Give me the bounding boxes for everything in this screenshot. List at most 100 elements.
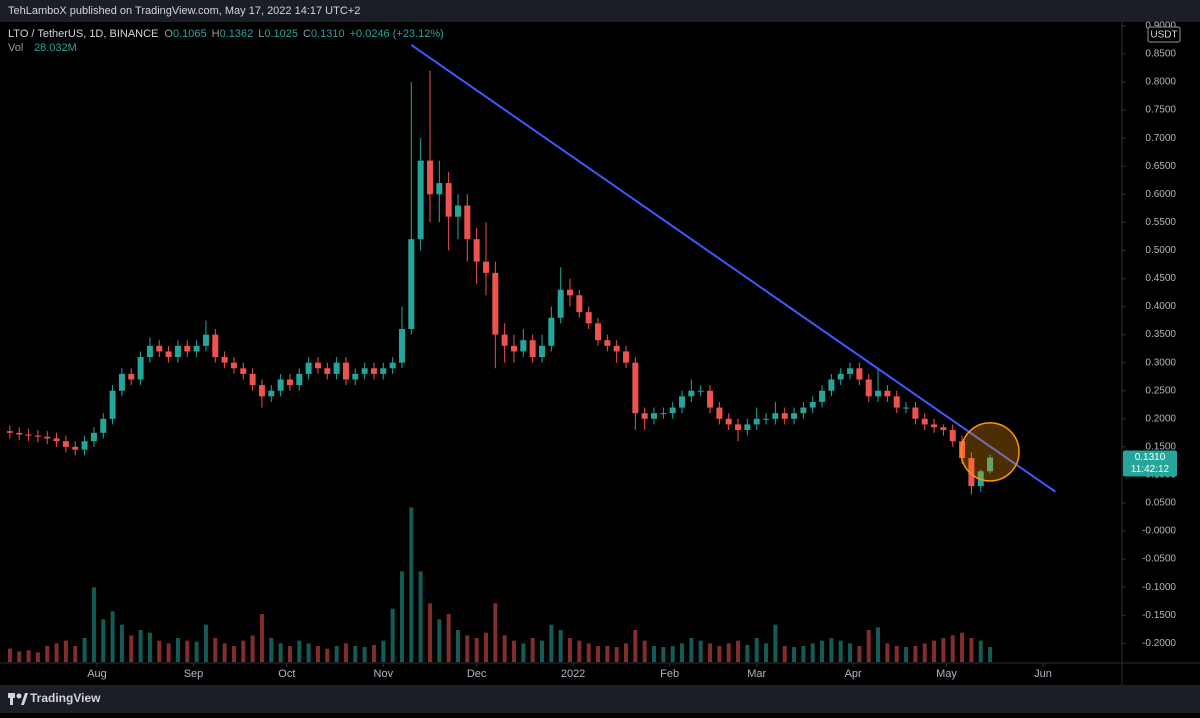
candle-body bbox=[931, 424, 938, 428]
volume-bar bbox=[810, 643, 815, 662]
volume-bar bbox=[586, 643, 591, 662]
candle-body bbox=[62, 441, 69, 447]
candle-body bbox=[613, 345, 620, 352]
y-tick-label: 0.4500 bbox=[1145, 273, 1176, 284]
candle-body bbox=[520, 340, 527, 352]
candle-body bbox=[286, 379, 293, 386]
volume-bar bbox=[119, 624, 124, 662]
price-tag bbox=[1123, 450, 1177, 477]
candle-body bbox=[230, 362, 237, 369]
y-tick-label: 0.2000 bbox=[1145, 413, 1176, 424]
candle-body bbox=[408, 239, 415, 329]
volume-bar bbox=[736, 640, 741, 662]
volume-bar bbox=[568, 638, 572, 662]
price-tag-countdown: 11:42:12 bbox=[1131, 464, 1170, 475]
volume-bar bbox=[129, 635, 134, 662]
ohlc-key: O bbox=[164, 28, 173, 40]
logo-part bbox=[21, 693, 28, 705]
volume-bar bbox=[213, 638, 218, 662]
volume-bar bbox=[138, 630, 143, 662]
volume-bar bbox=[91, 587, 96, 662]
volume-bar bbox=[764, 643, 769, 662]
candle-body bbox=[100, 418, 107, 433]
volume-bar bbox=[502, 635, 507, 662]
volume-bar bbox=[399, 571, 404, 662]
candle-body bbox=[324, 368, 331, 374]
volume-bar bbox=[455, 630, 460, 662]
candle-body bbox=[557, 289, 564, 318]
candle-body bbox=[361, 368, 368, 374]
candle-body bbox=[221, 357, 228, 363]
candle-body bbox=[753, 418, 760, 425]
y-tick-label: 0.6500 bbox=[1145, 161, 1176, 172]
y-tick-label: 0.1500 bbox=[1145, 441, 1176, 452]
candle-body bbox=[492, 272, 499, 335]
candle-body bbox=[249, 373, 256, 386]
volume-bar bbox=[950, 635, 955, 662]
candle-body bbox=[576, 295, 583, 313]
volume-bar bbox=[269, 638, 274, 662]
y-tick-label: 0.7500 bbox=[1145, 105, 1176, 116]
candle-body bbox=[716, 407, 723, 419]
volume-bar bbox=[801, 646, 806, 662]
candle-body bbox=[763, 418, 770, 420]
candle-body bbox=[567, 289, 573, 296]
volume-bar bbox=[969, 638, 974, 662]
y-tick-label: 0.8000 bbox=[1145, 77, 1176, 88]
volume-bar bbox=[978, 640, 983, 662]
brand-logo bbox=[8, 693, 28, 705]
logo-part bbox=[10, 698, 13, 705]
volume-bar bbox=[483, 632, 488, 662]
candle-body bbox=[333, 362, 340, 374]
candle-body bbox=[548, 317, 555, 346]
currency-box bbox=[1147, 26, 1181, 43]
volume-bar bbox=[614, 647, 619, 662]
volume-bar bbox=[231, 646, 236, 662]
candle-body bbox=[828, 379, 835, 391]
volume-bar bbox=[726, 643, 731, 662]
currency: USDT bbox=[1150, 30, 1177, 41]
axes: 0.9000 0.8500 0.8000 0.7500 0.7000 0.6500 0.60… bbox=[87, 21, 1177, 680]
volume-bar bbox=[409, 507, 414, 662]
candle-body bbox=[968, 458, 975, 487]
candle-body bbox=[342, 362, 349, 380]
x-tick-label: Mar bbox=[747, 668, 766, 680]
volume-bar bbox=[362, 647, 367, 662]
candle-body bbox=[660, 413, 667, 415]
candle-body bbox=[688, 390, 695, 397]
candle-body bbox=[370, 368, 377, 374]
volume-bar bbox=[446, 614, 451, 662]
volume-bar bbox=[680, 643, 685, 662]
y-tick-label: -0.1500 bbox=[1142, 610, 1176, 621]
volume-bar bbox=[670, 646, 675, 662]
candle-body bbox=[501, 334, 508, 346]
candle-body bbox=[744, 424, 751, 431]
candle-body bbox=[697, 390, 704, 392]
x-tick-label: Sep bbox=[184, 668, 204, 680]
y-tick-label: 0.3500 bbox=[1145, 329, 1176, 340]
candle-body bbox=[538, 345, 545, 358]
candle-body bbox=[903, 407, 910, 409]
candle-body bbox=[669, 407, 676, 414]
volume-bar bbox=[250, 635, 255, 662]
brand: TradingView bbox=[30, 691, 101, 705]
candle-body bbox=[174, 345, 181, 358]
candle-body bbox=[165, 351, 172, 358]
volume-bar bbox=[222, 643, 227, 662]
candle-body bbox=[352, 373, 359, 380]
volume-bar bbox=[642, 640, 647, 662]
volume-bar bbox=[185, 640, 190, 662]
symbol: LTO / TetherUS, 1D, BINANCE bbox=[8, 28, 158, 40]
candle-body bbox=[837, 373, 844, 380]
y-tick-label: 0.4000 bbox=[1145, 301, 1176, 312]
ohlc-key: H bbox=[212, 28, 220, 40]
candle-body bbox=[482, 261, 489, 273]
candle-body bbox=[16, 432, 23, 435]
volume-bar bbox=[306, 643, 311, 662]
y-tick-label: 0.6000 bbox=[1145, 189, 1176, 200]
ohlc-value: 0.1310 bbox=[311, 28, 345, 40]
candle-body bbox=[529, 340, 536, 358]
volume-bar bbox=[530, 638, 535, 662]
